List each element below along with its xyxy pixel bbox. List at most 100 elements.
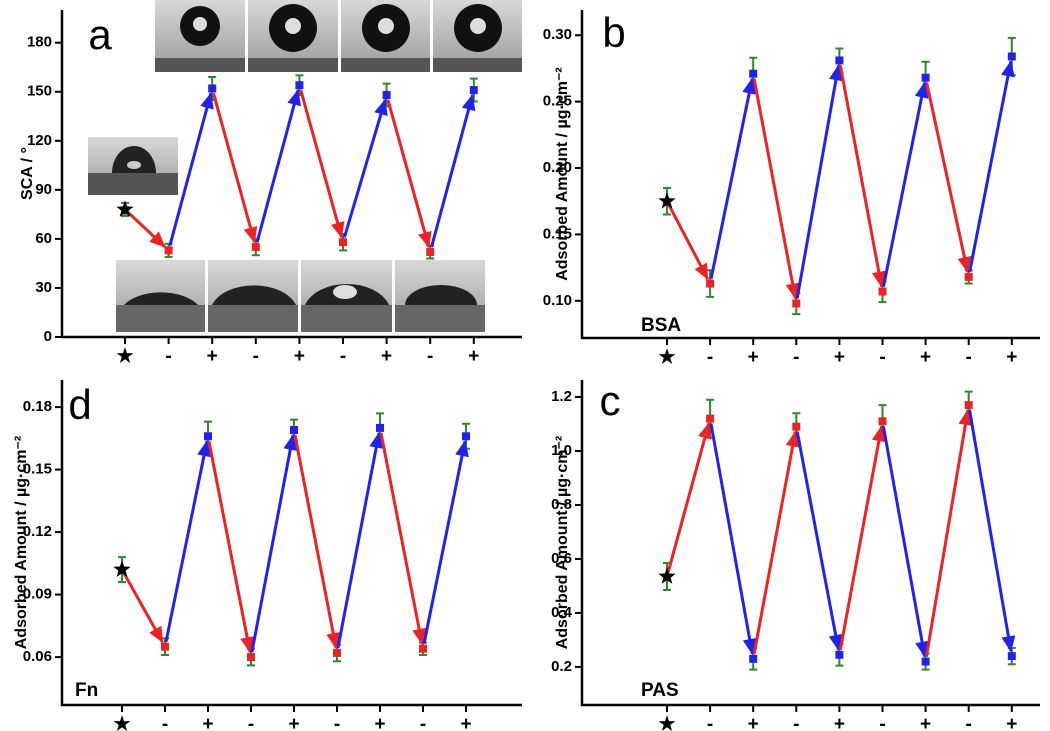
x-tick-label: +: [920, 347, 931, 368]
arrow: [336, 431, 384, 649]
annotation: Fn: [75, 680, 98, 701]
point: [339, 238, 347, 247]
arrow: [667, 204, 710, 281]
y-tick-label: 0.12: [23, 523, 52, 540]
point: [333, 648, 341, 657]
y-tick-label: 0: [44, 328, 52, 345]
x-tick-label: +: [1006, 347, 1017, 368]
y-tick-label: 180: [27, 34, 52, 51]
x-tick-label: ★: [116, 346, 133, 367]
arrow: [968, 60, 1015, 273]
arrow: [386, 99, 432, 249]
arrow: [250, 433, 298, 653]
y-tick-label: 0.25: [543, 93, 572, 110]
y-tick-label: 0.8: [551, 496, 572, 513]
x-tick-label: -: [162, 714, 168, 731]
y-tick-label: 0.20: [543, 159, 572, 176]
point: [792, 422, 801, 431]
x-tick-label: +: [748, 714, 759, 731]
insets: [88, 0, 522, 332]
point: [706, 279, 715, 288]
star-point: [658, 567, 676, 584]
point: [208, 84, 217, 93]
arrow: [123, 573, 164, 644]
point: [878, 287, 887, 296]
panel: 0.2 0.4 0.6 0.8 1.0 1.2 ★ - + - + - + - + Adsorbed Amou…: [551, 377, 1040, 731]
arrow: [924, 409, 973, 657]
arrow: [430, 93, 476, 248]
x-tick-label: +: [460, 714, 471, 731]
arrow: [838, 425, 886, 651]
point: [290, 426, 298, 434]
x-tick-label: +: [748, 347, 759, 368]
panel-letter: a: [88, 11, 112, 58]
arrow: [255, 89, 301, 243]
panel: 0.10 0.15 0.20 0.25 0.30 ★ - + - + - + - + Adsorbed Am…: [543, 9, 1040, 368]
point: [462, 432, 470, 441]
x-tick-label: +: [834, 347, 845, 368]
arrow: [168, 92, 214, 246]
point: [164, 246, 173, 255]
x-tick-label: -: [427, 346, 433, 367]
x-tick-label: -: [707, 714, 713, 731]
y-tick-label: 0.06: [23, 648, 52, 665]
arrow: [379, 432, 427, 645]
y-tick-label: 0.15: [23, 461, 52, 478]
y-tick-label: 1.0: [551, 442, 572, 459]
y-axis-label: Adsorbed Amount / µg·cm⁻²: [13, 436, 30, 650]
y-tick-label: 0.15: [543, 225, 572, 242]
y-tick-label: 0.6: [551, 550, 572, 567]
x-tick-label: -: [334, 714, 340, 731]
arrow: [881, 425, 929, 658]
arrow: [212, 92, 258, 244]
x-tick-label: +: [207, 346, 218, 367]
x-tick-label: -: [420, 714, 426, 731]
arrow: [666, 422, 712, 573]
x-tick-label: ★: [113, 714, 130, 731]
arrow: [752, 430, 800, 655]
arrow: [838, 65, 886, 288]
star-point: [113, 560, 131, 577]
x-tick-label: -: [879, 347, 885, 368]
annotation: BSA: [641, 315, 681, 336]
star-point: [116, 200, 134, 217]
arrow: [422, 440, 469, 645]
y-axis-label: Adsorbed Amount / µg·cm⁻²: [554, 436, 571, 650]
x-tick-label: ★: [658, 714, 675, 731]
x-tick-label: +: [381, 346, 392, 367]
x-tick-label: -: [707, 347, 713, 368]
y-tick-label: 150: [27, 83, 52, 100]
x-tick-label: +: [1006, 714, 1017, 731]
y-axis-label: SCA / °: [19, 147, 36, 200]
arrow: [752, 78, 800, 300]
point: [469, 86, 478, 95]
x-tick-label: -: [966, 347, 972, 368]
arrow: [795, 64, 843, 299]
point: [749, 69, 758, 78]
x-tick-label: +: [374, 714, 385, 731]
point: [247, 653, 255, 662]
x-tick-label: ★: [658, 347, 675, 368]
point: [1007, 652, 1016, 661]
y-tick-label: 30: [35, 279, 52, 296]
photo-row-top: [155, 0, 522, 72]
arrow: [925, 82, 972, 274]
panel: 0.06 0.09 0.12 0.15 0.18 ★ - + - + - + - + Adsorbed Am…: [13, 380, 522, 731]
point: [382, 91, 391, 100]
arrow: [795, 431, 843, 651]
arrow: [968, 409, 1016, 653]
y-tick-label: 60: [35, 230, 52, 247]
point: [835, 56, 844, 65]
x-tick-label: -: [966, 714, 972, 731]
point: [376, 423, 384, 432]
annotation: PAS: [641, 680, 679, 701]
point: [426, 247, 435, 256]
x-tick-label: -: [793, 347, 799, 368]
point: [878, 417, 887, 426]
point: [964, 401, 973, 410]
arrow: [299, 89, 345, 239]
arrow: [342, 98, 388, 238]
arrow: [882, 81, 929, 287]
point: [792, 299, 801, 308]
point: [1007, 52, 1016, 61]
